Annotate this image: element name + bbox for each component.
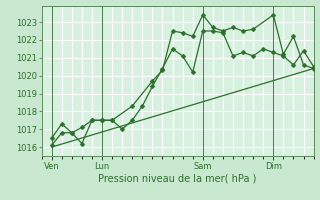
X-axis label: Pression niveau de la mer( hPa ): Pression niveau de la mer( hPa ) <box>99 173 257 183</box>
